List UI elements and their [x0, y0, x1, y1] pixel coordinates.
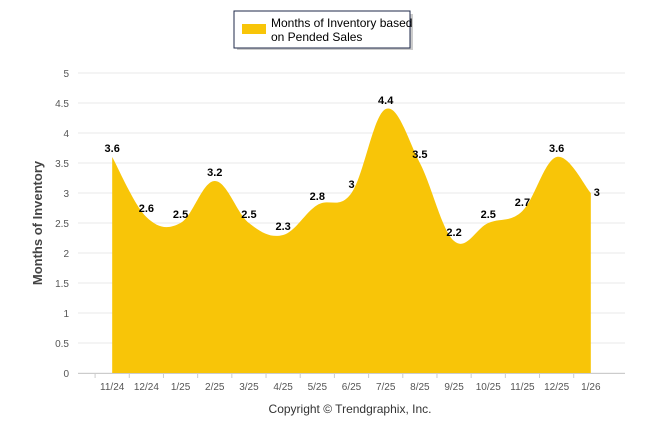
legend-swatch: [242, 24, 266, 34]
x-tick-label: 4/25: [273, 382, 293, 393]
data-label: 2.5: [481, 209, 496, 221]
y-tick-label: 2.5: [55, 219, 69, 230]
y-tick-label: 2: [63, 249, 69, 260]
x-tick-label: 12/25: [544, 382, 569, 393]
data-label: 2.2: [446, 227, 461, 239]
y-tick-label: 1.5: [55, 279, 69, 290]
data-label: 2.7: [515, 197, 530, 209]
x-tick-label: 3/25: [239, 382, 259, 393]
data-label: 3.2: [207, 167, 222, 179]
y-axis-label: Months of Inventory: [30, 160, 45, 285]
data-label: 3.6: [105, 143, 120, 155]
y-tick-label: 0.5: [55, 339, 69, 350]
x-tick-label: 10/25: [476, 382, 501, 393]
y-tick-label: 4.5: [55, 99, 69, 110]
legend: Months of Inventory based on Pended Sale…: [233, 10, 413, 50]
y-tick-label: 3: [63, 189, 69, 200]
x-tick-label: 11/24: [100, 382, 125, 393]
area-series: [112, 108, 591, 373]
copyright-footer: Copyright © Trendgraphix, Inc.: [269, 402, 432, 416]
x-tick-label: 5/25: [308, 382, 328, 393]
data-label: 2.6: [139, 203, 154, 215]
data-label: 3: [348, 179, 354, 191]
data-label: 2.8: [310, 191, 325, 203]
x-tick-label: 6/25: [342, 382, 362, 393]
data-label: 2.5: [173, 209, 188, 221]
y-tick-label: 0: [63, 369, 69, 380]
x-tick-label: 1/25: [171, 382, 191, 393]
x-tick-label: 9/25: [444, 382, 464, 393]
x-tick-label: 8/25: [410, 382, 430, 393]
x-tick-label: 11/25: [510, 382, 535, 393]
x-tick-label: 1/26: [581, 382, 601, 393]
data-label: 3.6: [549, 143, 564, 155]
x-tick-label: 2/25: [205, 382, 225, 393]
y-tick-label: 1: [63, 309, 69, 320]
data-label: 3.5: [412, 149, 427, 161]
x-tick-label: 7/25: [376, 382, 396, 393]
data-label: 4.4: [378, 95, 394, 107]
y-tick-label: 5: [63, 69, 69, 80]
data-label: 2.3: [275, 221, 290, 233]
data-label: 3: [594, 187, 600, 199]
x-tick-label: 12/24: [134, 382, 159, 393]
y-tick-label: 3.5: [55, 159, 69, 170]
y-tick-label: 4: [63, 129, 69, 140]
legend-label-line1: Months of Inventory based: [271, 16, 412, 30]
legend-label-line2: on Pended Sales: [271, 30, 362, 44]
data-label: 2.5: [241, 209, 256, 221]
